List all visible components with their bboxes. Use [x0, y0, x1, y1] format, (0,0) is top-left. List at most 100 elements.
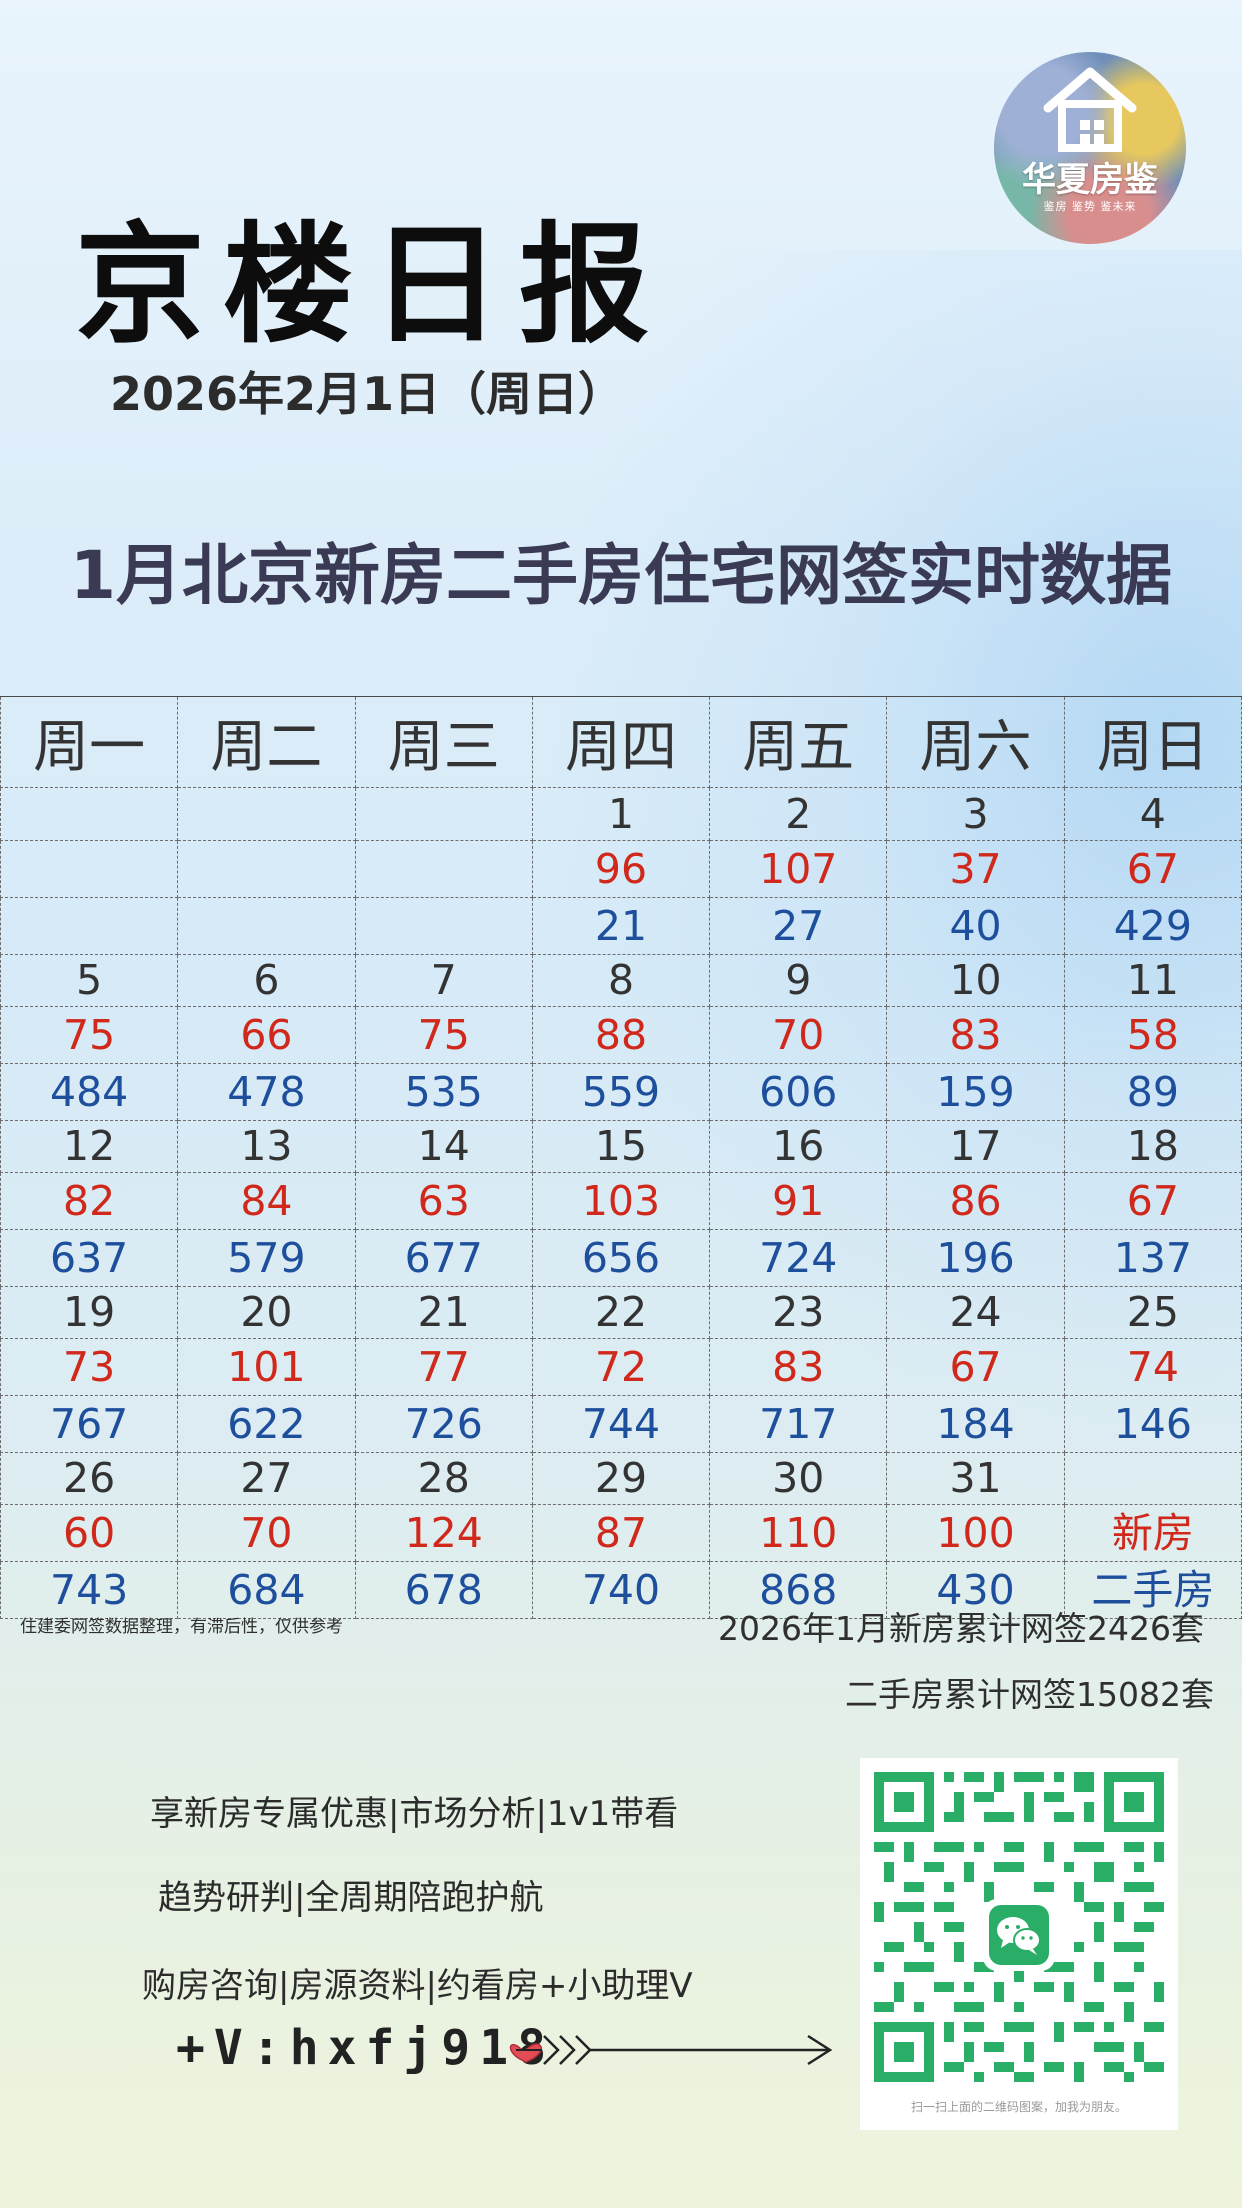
week1-second-hand-row: 21 27 40 429	[0, 897, 1242, 955]
signing-calendar-table: 周一 周二 周三 周四 周五 周六 周日 1 2 3 4 96 107 37 6…	[0, 696, 1242, 1619]
date-cell: 30	[709, 1452, 888, 1505]
new-house-cell: 73	[0, 1338, 179, 1396]
date-cell: 8	[531, 954, 711, 1007]
new-house-cell	[354, 840, 533, 898]
new-house-cell: 70	[709, 1006, 888, 1064]
second-hand-cell: 535	[354, 1063, 533, 1121]
week5-new-house-row: 60 70 124 87 110 100 新房	[0, 1504, 1242, 1562]
second-hand-cell: 744	[531, 1395, 711, 1453]
new-house-cell: 37	[886, 840, 1065, 898]
week3-dates-row: 12 13 14 15 16 17 18	[0, 1120, 1242, 1173]
date-cell: 12	[0, 1120, 179, 1173]
date-cell: 6	[177, 954, 356, 1007]
second-hand-cell: 726	[354, 1395, 533, 1453]
brand-tagline: 鉴房 鉴势 鉴未来	[1043, 200, 1137, 213]
second-hand-cell: 868	[709, 1561, 888, 1619]
week4-dates-row: 19 20 21 22 23 24 25	[0, 1286, 1242, 1339]
new-house-cell: 67	[1063, 1172, 1242, 1230]
date-cell: 26	[0, 1452, 179, 1505]
new-house-cell: 87	[531, 1504, 711, 1562]
date-cell: 20	[177, 1286, 356, 1339]
date-cell: 10	[886, 954, 1065, 1007]
date-cell: 5	[0, 954, 179, 1007]
new-house-cell: 77	[354, 1338, 533, 1396]
date-cell	[1063, 1452, 1242, 1505]
new-house-cell: 88	[531, 1006, 711, 1064]
date-cell: 29	[531, 1452, 711, 1505]
date-cell: 18	[1063, 1120, 1242, 1173]
header-sat: 周六	[886, 696, 1065, 788]
brand-name: 华夏房鉴	[1022, 160, 1158, 200]
new-house-cell: 103	[531, 1172, 711, 1230]
date-cell: 11	[1063, 954, 1242, 1007]
date-cell: 15	[531, 1120, 711, 1173]
new-house-cell: 72	[531, 1338, 711, 1396]
date-cell: 23	[709, 1286, 888, 1339]
second-hand-cell: 430	[886, 1561, 1065, 1619]
week5-dates-row: 26 27 28 29 30 31	[0, 1452, 1242, 1505]
promo-line-3: 购房咨询|房源资料|约看房+小助理V	[142, 1966, 693, 2006]
house-icon	[1043, 67, 1137, 152]
second-hand-cell: 27	[709, 897, 888, 955]
wechat-qr-card[interactable]: 扫一扫上面的二维码图案，加我为朋友。	[860, 1758, 1178, 2130]
second-hand-cell: 559	[531, 1063, 711, 1121]
date-cell: 27	[177, 1452, 356, 1505]
second-hand-cell: 684	[177, 1561, 356, 1619]
new-house-cell: 101	[177, 1338, 356, 1396]
date-cell: 1	[531, 787, 711, 841]
new-house-cell: 70	[177, 1504, 356, 1562]
second-hand-cell: 656	[531, 1229, 711, 1287]
date-cell	[0, 787, 179, 841]
date-cell: 16	[709, 1120, 888, 1173]
second-hand-cell: 146	[1063, 1395, 1242, 1453]
new-house-cell: 74	[1063, 1338, 1242, 1396]
new-house-cell: 75	[354, 1006, 533, 1064]
data-source-note: 住建委网签数据整理，有滞后性，仅供参考	[20, 1617, 343, 1637]
date-cell: 13	[177, 1120, 356, 1173]
new-house-cell: 110	[709, 1504, 888, 1562]
new-house-cell: 86	[886, 1172, 1065, 1230]
promo-line-1: 享新房专属优惠|市场分析|1v1带看	[150, 1794, 679, 1834]
new-house-cell: 124	[354, 1504, 533, 1562]
week2-dates-row: 5 6 7 8 9 10 11	[0, 954, 1242, 1007]
week3-second-hand-row: 637 579 677 656 724 196 137	[0, 1229, 1242, 1287]
date-cell: 24	[886, 1286, 1065, 1339]
week2-new-house-row: 75 66 75 88 70 83 58	[0, 1006, 1242, 1064]
new-house-cell: 84	[177, 1172, 356, 1230]
date-cell	[354, 787, 533, 841]
date-cell: 31	[886, 1452, 1065, 1505]
wechat-id: +V:hxfj918	[176, 2020, 555, 2076]
second-hand-cell: 637	[0, 1229, 179, 1287]
header-mon: 周一	[0, 696, 179, 788]
new-house-cell	[177, 840, 356, 898]
new-house-cell: 83	[886, 1006, 1065, 1064]
data-subtitle: 1月北京新房二手房住宅网签实时数据	[70, 537, 1172, 614]
second-hand-cell: 579	[177, 1229, 356, 1287]
date-cell: 14	[354, 1120, 533, 1173]
report-date: 2026年2月1日（周日）	[110, 367, 625, 421]
date-cell: 28	[354, 1452, 533, 1505]
wechat-logo-badge	[983, 1899, 1055, 1971]
week4-new-house-row: 73 101 77 72 83 67 74	[0, 1338, 1242, 1396]
second-hand-cell: 478	[177, 1063, 356, 1121]
heart-arrow-icon	[509, 2034, 833, 2066]
second-hand-cell: 429	[1063, 897, 1242, 955]
second-hand-total: 二手房累计网签15082套	[845, 1675, 1214, 1714]
header-fri: 周五	[709, 696, 888, 788]
new-house-cell: 107	[709, 840, 888, 898]
date-cell: 7	[354, 954, 533, 1007]
week1-dates-row: 1 2 3 4	[0, 787, 1242, 841]
new-house-cell: 67	[886, 1338, 1065, 1396]
new-house-cell: 91	[709, 1172, 888, 1230]
second-hand-cell: 622	[177, 1395, 356, 1453]
date-cell: 21	[354, 1286, 533, 1339]
date-cell	[177, 787, 356, 841]
date-cell: 2	[709, 787, 888, 841]
legend-second-hand: 二手房	[1063, 1561, 1242, 1619]
second-hand-cell: 40	[886, 897, 1065, 955]
new-house-cell	[0, 840, 179, 898]
header-thu: 周四	[531, 696, 711, 788]
new-house-cell: 96	[531, 840, 711, 898]
second-hand-cell	[0, 897, 179, 955]
second-hand-cell: 724	[709, 1229, 888, 1287]
